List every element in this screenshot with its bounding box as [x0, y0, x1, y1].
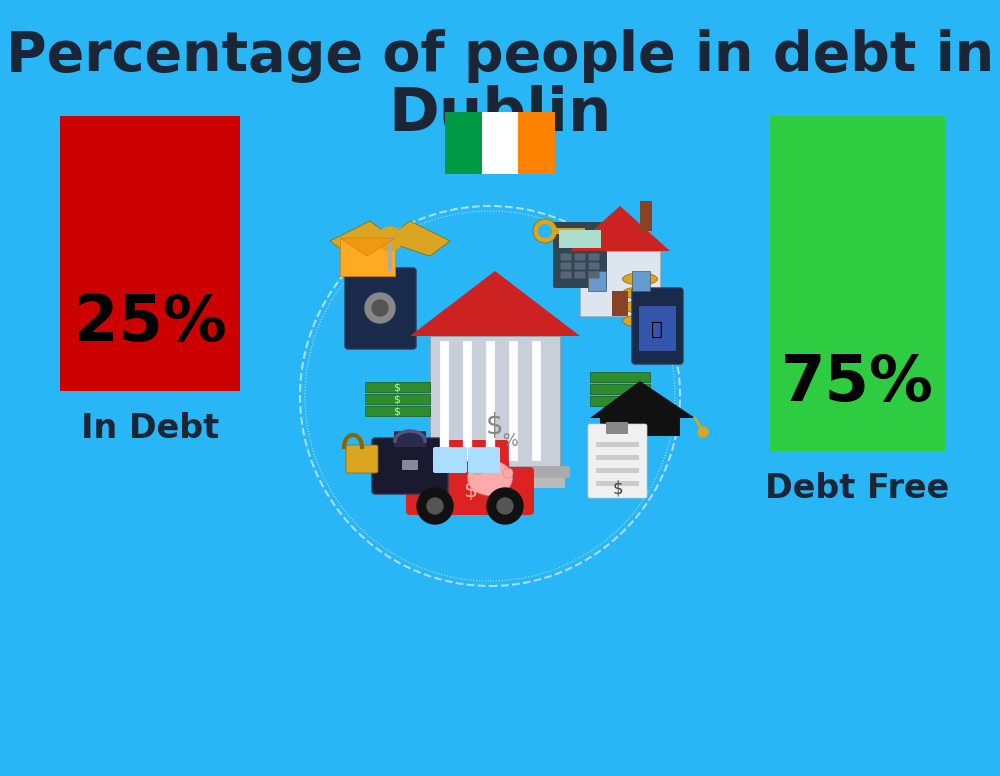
Text: Debt Free: Debt Free [765, 473, 950, 505]
Text: 25%: 25% [74, 292, 226, 354]
FancyBboxPatch shape [394, 431, 426, 447]
FancyBboxPatch shape [596, 442, 639, 447]
Circle shape [538, 224, 552, 238]
Ellipse shape [622, 301, 658, 313]
FancyBboxPatch shape [590, 396, 650, 406]
FancyBboxPatch shape [388, 236, 392, 271]
Polygon shape [330, 221, 390, 256]
FancyBboxPatch shape [532, 341, 541, 461]
FancyBboxPatch shape [588, 262, 600, 269]
Text: $: $ [613, 479, 623, 497]
FancyBboxPatch shape [509, 341, 518, 461]
FancyBboxPatch shape [639, 306, 676, 351]
Polygon shape [340, 238, 395, 256]
Polygon shape [590, 381, 695, 418]
FancyBboxPatch shape [632, 288, 683, 364]
FancyBboxPatch shape [640, 201, 652, 231]
FancyBboxPatch shape [574, 262, 586, 269]
Text: $: $ [394, 382, 400, 392]
FancyBboxPatch shape [365, 406, 430, 416]
FancyBboxPatch shape [425, 478, 565, 488]
Circle shape [497, 498, 513, 514]
FancyBboxPatch shape [365, 382, 430, 392]
FancyBboxPatch shape [471, 487, 479, 501]
FancyBboxPatch shape [632, 271, 650, 291]
FancyBboxPatch shape [560, 272, 572, 279]
Ellipse shape [622, 287, 658, 299]
Circle shape [503, 468, 513, 478]
Circle shape [372, 300, 388, 316]
FancyBboxPatch shape [372, 438, 448, 494]
Ellipse shape [622, 315, 658, 327]
FancyBboxPatch shape [588, 272, 600, 279]
FancyBboxPatch shape [574, 254, 586, 261]
FancyBboxPatch shape [560, 262, 572, 269]
Text: Percentage of people in debt in: Percentage of people in debt in [6, 29, 994, 83]
Polygon shape [570, 206, 670, 251]
Text: $: $ [394, 406, 400, 416]
FancyBboxPatch shape [581, 234, 585, 239]
Circle shape [533, 219, 557, 243]
FancyBboxPatch shape [430, 336, 560, 466]
FancyBboxPatch shape [606, 422, 628, 434]
FancyBboxPatch shape [596, 455, 639, 460]
FancyBboxPatch shape [518, 112, 555, 174]
FancyBboxPatch shape [365, 394, 430, 404]
Text: %: % [502, 432, 518, 450]
Text: In Debt: In Debt [81, 413, 219, 445]
Circle shape [427, 498, 443, 514]
Ellipse shape [622, 273, 658, 285]
Polygon shape [410, 271, 580, 336]
FancyBboxPatch shape [560, 254, 572, 261]
Circle shape [365, 293, 395, 323]
Circle shape [470, 458, 486, 474]
FancyBboxPatch shape [402, 460, 418, 470]
FancyBboxPatch shape [481, 487, 489, 501]
FancyBboxPatch shape [340, 238, 395, 276]
Text: 75%: 75% [781, 352, 934, 414]
FancyBboxPatch shape [600, 418, 680, 436]
FancyBboxPatch shape [345, 268, 416, 349]
FancyBboxPatch shape [590, 384, 650, 394]
Circle shape [417, 488, 453, 524]
FancyBboxPatch shape [555, 228, 585, 234]
FancyBboxPatch shape [575, 234, 579, 239]
FancyBboxPatch shape [596, 481, 639, 486]
Text: $: $ [463, 481, 477, 501]
Circle shape [378, 227, 402, 251]
FancyBboxPatch shape [501, 487, 509, 501]
FancyBboxPatch shape [559, 230, 601, 248]
FancyBboxPatch shape [346, 445, 378, 473]
FancyBboxPatch shape [60, 116, 240, 391]
FancyBboxPatch shape [588, 424, 647, 498]
FancyBboxPatch shape [482, 112, 518, 174]
Text: Dublin: Dublin [388, 85, 612, 144]
Circle shape [698, 427, 708, 437]
FancyBboxPatch shape [420, 466, 570, 478]
FancyBboxPatch shape [440, 341, 449, 461]
FancyBboxPatch shape [468, 447, 500, 473]
FancyBboxPatch shape [486, 341, 495, 461]
Text: $: $ [394, 394, 400, 404]
FancyBboxPatch shape [590, 372, 650, 382]
Text: 🏦: 🏦 [651, 320, 663, 338]
FancyBboxPatch shape [406, 467, 534, 515]
FancyBboxPatch shape [463, 341, 472, 461]
FancyBboxPatch shape [433, 447, 467, 473]
FancyBboxPatch shape [596, 468, 639, 473]
FancyBboxPatch shape [588, 254, 600, 261]
FancyBboxPatch shape [770, 116, 945, 451]
FancyBboxPatch shape [426, 440, 509, 480]
Ellipse shape [468, 460, 512, 496]
FancyBboxPatch shape [491, 487, 499, 501]
Polygon shape [390, 221, 450, 256]
Circle shape [487, 488, 523, 524]
FancyBboxPatch shape [553, 222, 607, 288]
FancyBboxPatch shape [580, 251, 660, 316]
FancyBboxPatch shape [588, 271, 606, 291]
FancyBboxPatch shape [574, 272, 586, 279]
FancyBboxPatch shape [612, 291, 628, 316]
FancyBboxPatch shape [445, 112, 482, 174]
Text: $: $ [486, 412, 504, 440]
